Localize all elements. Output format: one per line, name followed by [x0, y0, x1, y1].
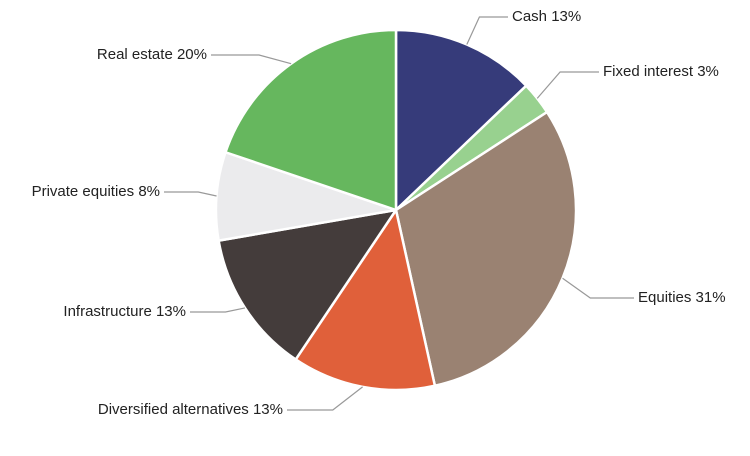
value-label: 31% [696, 289, 726, 306]
slice-label: Equities 31% [638, 289, 726, 306]
value-label: 3% [697, 63, 719, 80]
value-label: 13% [551, 8, 581, 25]
value-label: 13% [156, 303, 186, 320]
leader-line [562, 277, 634, 299]
slice-label: Diversified alternatives 13% [98, 401, 283, 418]
value-label: 8% [138, 183, 160, 200]
pie-slice [293, 206, 437, 392]
slice-label: Private equities 8% [32, 183, 160, 200]
value-label: 20% [177, 46, 207, 63]
category-label: Cash [512, 8, 547, 25]
category-label: Diversified alternatives [98, 401, 249, 418]
category-label: Infrastructure [63, 303, 151, 320]
category-label: Equities [638, 289, 691, 306]
pie-slice [214, 150, 397, 243]
slice-label: Infrastructure 13% [63, 303, 186, 320]
category-label: Fixed interest [603, 63, 694, 80]
pie-slice [223, 28, 398, 212]
leader-line [536, 71, 599, 99]
pie-slice [394, 110, 578, 388]
leader-line [190, 307, 246, 313]
leader-line [287, 386, 363, 411]
category-label: Real estate [97, 46, 173, 63]
leader-line [211, 54, 292, 65]
slice-label: Cash 13% [512, 8, 581, 25]
leader-line [164, 191, 217, 197]
leader-line [466, 16, 508, 45]
slice-label: Real estate 20% [97, 46, 207, 63]
value-label: 13% [253, 401, 283, 418]
pie-slice [217, 208, 399, 362]
slice-label: Fixed interest 3% [603, 63, 719, 80]
category-label: Private equities [32, 183, 135, 200]
